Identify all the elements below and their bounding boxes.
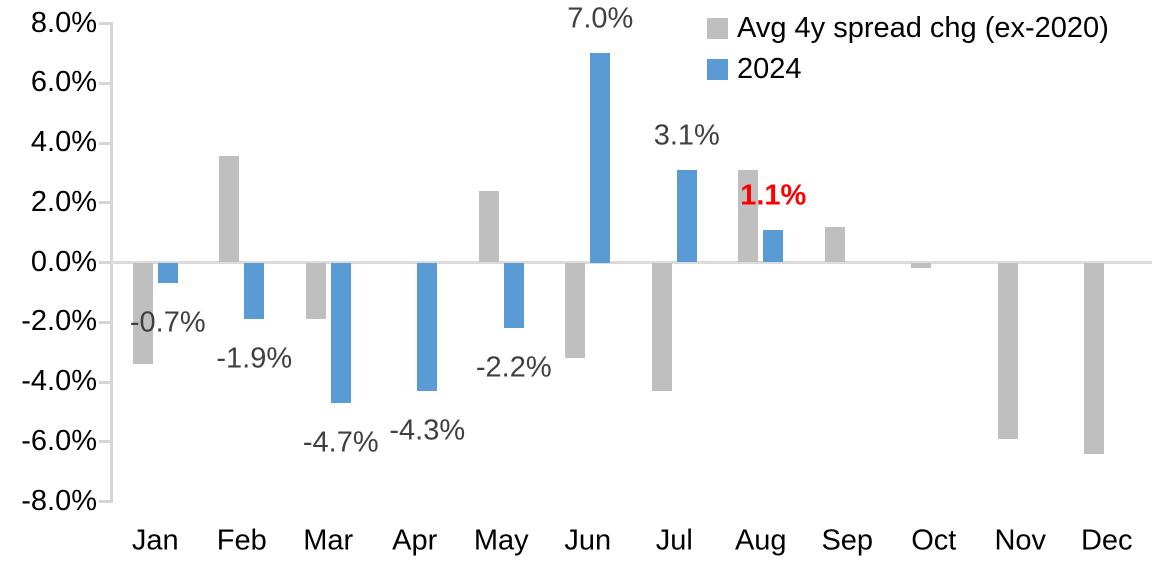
- bar-avg-may: [478, 190, 499, 263]
- y-tick-label: 4.0%: [30, 125, 97, 158]
- legend-item-avg: Avg 4y spread chg (ex-2020): [707, 12, 1109, 45]
- chart-legend: Avg 4y spread chg (ex-2020) 2024: [707, 12, 1109, 86]
- data-label-aug: 1.1%: [740, 179, 807, 212]
- y-tick-mark: [99, 22, 111, 25]
- legend-label-avg: Avg 4y spread chg (ex-2020): [737, 12, 1109, 44]
- bar-2024-aug: [763, 229, 784, 263]
- y-tick-mark: [99, 500, 111, 503]
- y-tick-label: 8.0%: [30, 6, 97, 39]
- y-tick-label: -2.0%: [21, 305, 97, 338]
- bar-avg-jan: [132, 262, 153, 365]
- bar-2024-may: [503, 262, 524, 329]
- x-tick-label-sep: Sep: [821, 524, 874, 557]
- zero-gridline: [110, 261, 1152, 264]
- bar-avg-jun: [565, 262, 586, 359]
- bar-2024-apr: [417, 262, 438, 391]
- y-tick-label: -4.0%: [21, 364, 97, 397]
- legend-item-2024: 2024: [707, 53, 1109, 86]
- data-label-may: -2.2%: [475, 351, 552, 384]
- x-tick-label-feb: Feb: [216, 524, 267, 557]
- bar-avg-nov: [997, 262, 1018, 439]
- legend-swatch-avg-icon: [707, 18, 728, 39]
- x-tick-label-may: May: [473, 524, 529, 557]
- y-tick-mark: [99, 440, 111, 444]
- y-tick-label: 0.0%: [30, 245, 97, 278]
- legend-swatch-2024-icon: [707, 59, 728, 80]
- x-tick-label-jan: Jan: [131, 524, 179, 557]
- bar-avg-jul: [651, 262, 672, 391]
- bar-avg-sep: [824, 226, 845, 263]
- data-label-jun: 7.0%: [567, 2, 634, 35]
- x-tick-label-jul: Jul: [655, 524, 693, 557]
- bar-2024-jul: [676, 169, 697, 263]
- y-tick-label: 6.0%: [30, 66, 97, 99]
- y-tick-label: -6.0%: [21, 424, 97, 457]
- y-tick-mark: [99, 261, 111, 264]
- legend-label-2024: 2024: [737, 53, 802, 85]
- y-tick-mark: [99, 141, 111, 145]
- y-tick-mark: [99, 320, 111, 324]
- bar-2024-jan: [157, 262, 178, 284]
- data-label-jul: 3.1%: [653, 119, 720, 152]
- y-tick-mark: [99, 380, 111, 384]
- data-label-jan: -0.7%: [129, 306, 206, 339]
- x-tick-label-aug: Aug: [734, 524, 787, 557]
- y-tick-mark: [99, 81, 111, 85]
- bar-2024-feb: [244, 262, 265, 320]
- x-tick-label-oct: Oct: [911, 524, 957, 557]
- bar-avg-oct: [911, 262, 932, 269]
- bar-avg-dec: [1084, 262, 1105, 454]
- data-label-feb: -1.9%: [216, 342, 293, 375]
- bar-2024-mar: [330, 262, 351, 403]
- x-tick-label-apr: Apr: [392, 524, 438, 557]
- x-tick-label-dec: Dec: [1080, 524, 1133, 557]
- x-tick-label-jun: Jun: [564, 524, 612, 557]
- bar-2024-jun: [590, 53, 611, 263]
- x-tick-label-nov: Nov: [994, 524, 1047, 557]
- data-label-mar: -4.7%: [302, 426, 379, 459]
- bar-avg-aug: [738, 169, 759, 263]
- bar-avg-feb: [219, 156, 240, 263]
- bar-avg-mar: [305, 262, 326, 320]
- y-tick-label: -8.0%: [21, 484, 97, 517]
- x-tick-label-mar: Mar: [303, 524, 354, 557]
- y-tick-label: 2.0%: [30, 185, 97, 218]
- data-label-apr: -4.3%: [389, 414, 466, 447]
- y-tick-mark: [99, 201, 111, 205]
